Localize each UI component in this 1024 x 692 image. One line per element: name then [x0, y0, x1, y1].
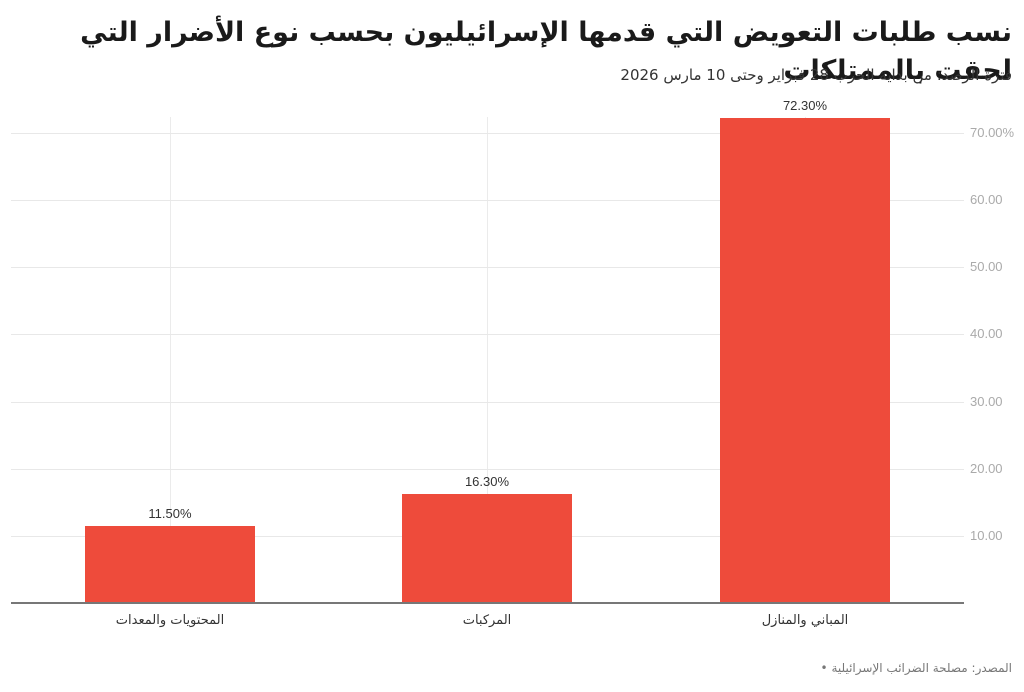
- bar-contents-equipment[interactable]: [85, 526, 255, 603]
- horizontal-gridline: [11, 334, 964, 335]
- horizontal-gridline: [11, 133, 964, 134]
- bar-value-label: 16.30%: [464, 474, 510, 489]
- x-axis-baseline: [11, 602, 964, 604]
- bar-buildings-homes[interactable]: [720, 118, 890, 603]
- chart-subtitle: فترة الرصد: من بداية الحرب 28 فبراير وحت…: [620, 66, 1012, 84]
- y-tick-label: 40.00: [970, 326, 1003, 341]
- vertical-gridline: [170, 117, 171, 603]
- y-tick-label: 30.00: [970, 394, 1003, 409]
- horizontal-gridline: [11, 402, 964, 403]
- chart-title: نسب طلبات التعويض التي قدمها الإسرائيليو…: [80, 17, 1012, 86]
- bar-vehicles[interactable]: [402, 494, 572, 603]
- horizontal-gridline: [11, 200, 964, 201]
- category-label: المحتويات والمعدات: [115, 613, 225, 628]
- y-tick-label: 70.00%: [970, 125, 1015, 140]
- y-tick-label: 60.00: [970, 192, 1003, 207]
- vertical-gridline: [487, 117, 488, 603]
- y-tick-label: 20.00: [970, 461, 1003, 476]
- category-label: المركبات: [462, 613, 512, 628]
- category-label: المباني والمنازل: [761, 613, 849, 628]
- horizontal-gridline: [11, 267, 964, 268]
- y-tick-label: 50.00: [970, 259, 1003, 274]
- y-tick-label: 10.00: [970, 528, 1003, 543]
- bar-value-label: 72.30%: [782, 98, 828, 113]
- source-note: المصدر: مصلحة الضرائب الإسرائيلية •: [820, 661, 1012, 675]
- bar-value-label: 11.50%: [148, 506, 192, 521]
- horizontal-gridline: [11, 469, 964, 470]
